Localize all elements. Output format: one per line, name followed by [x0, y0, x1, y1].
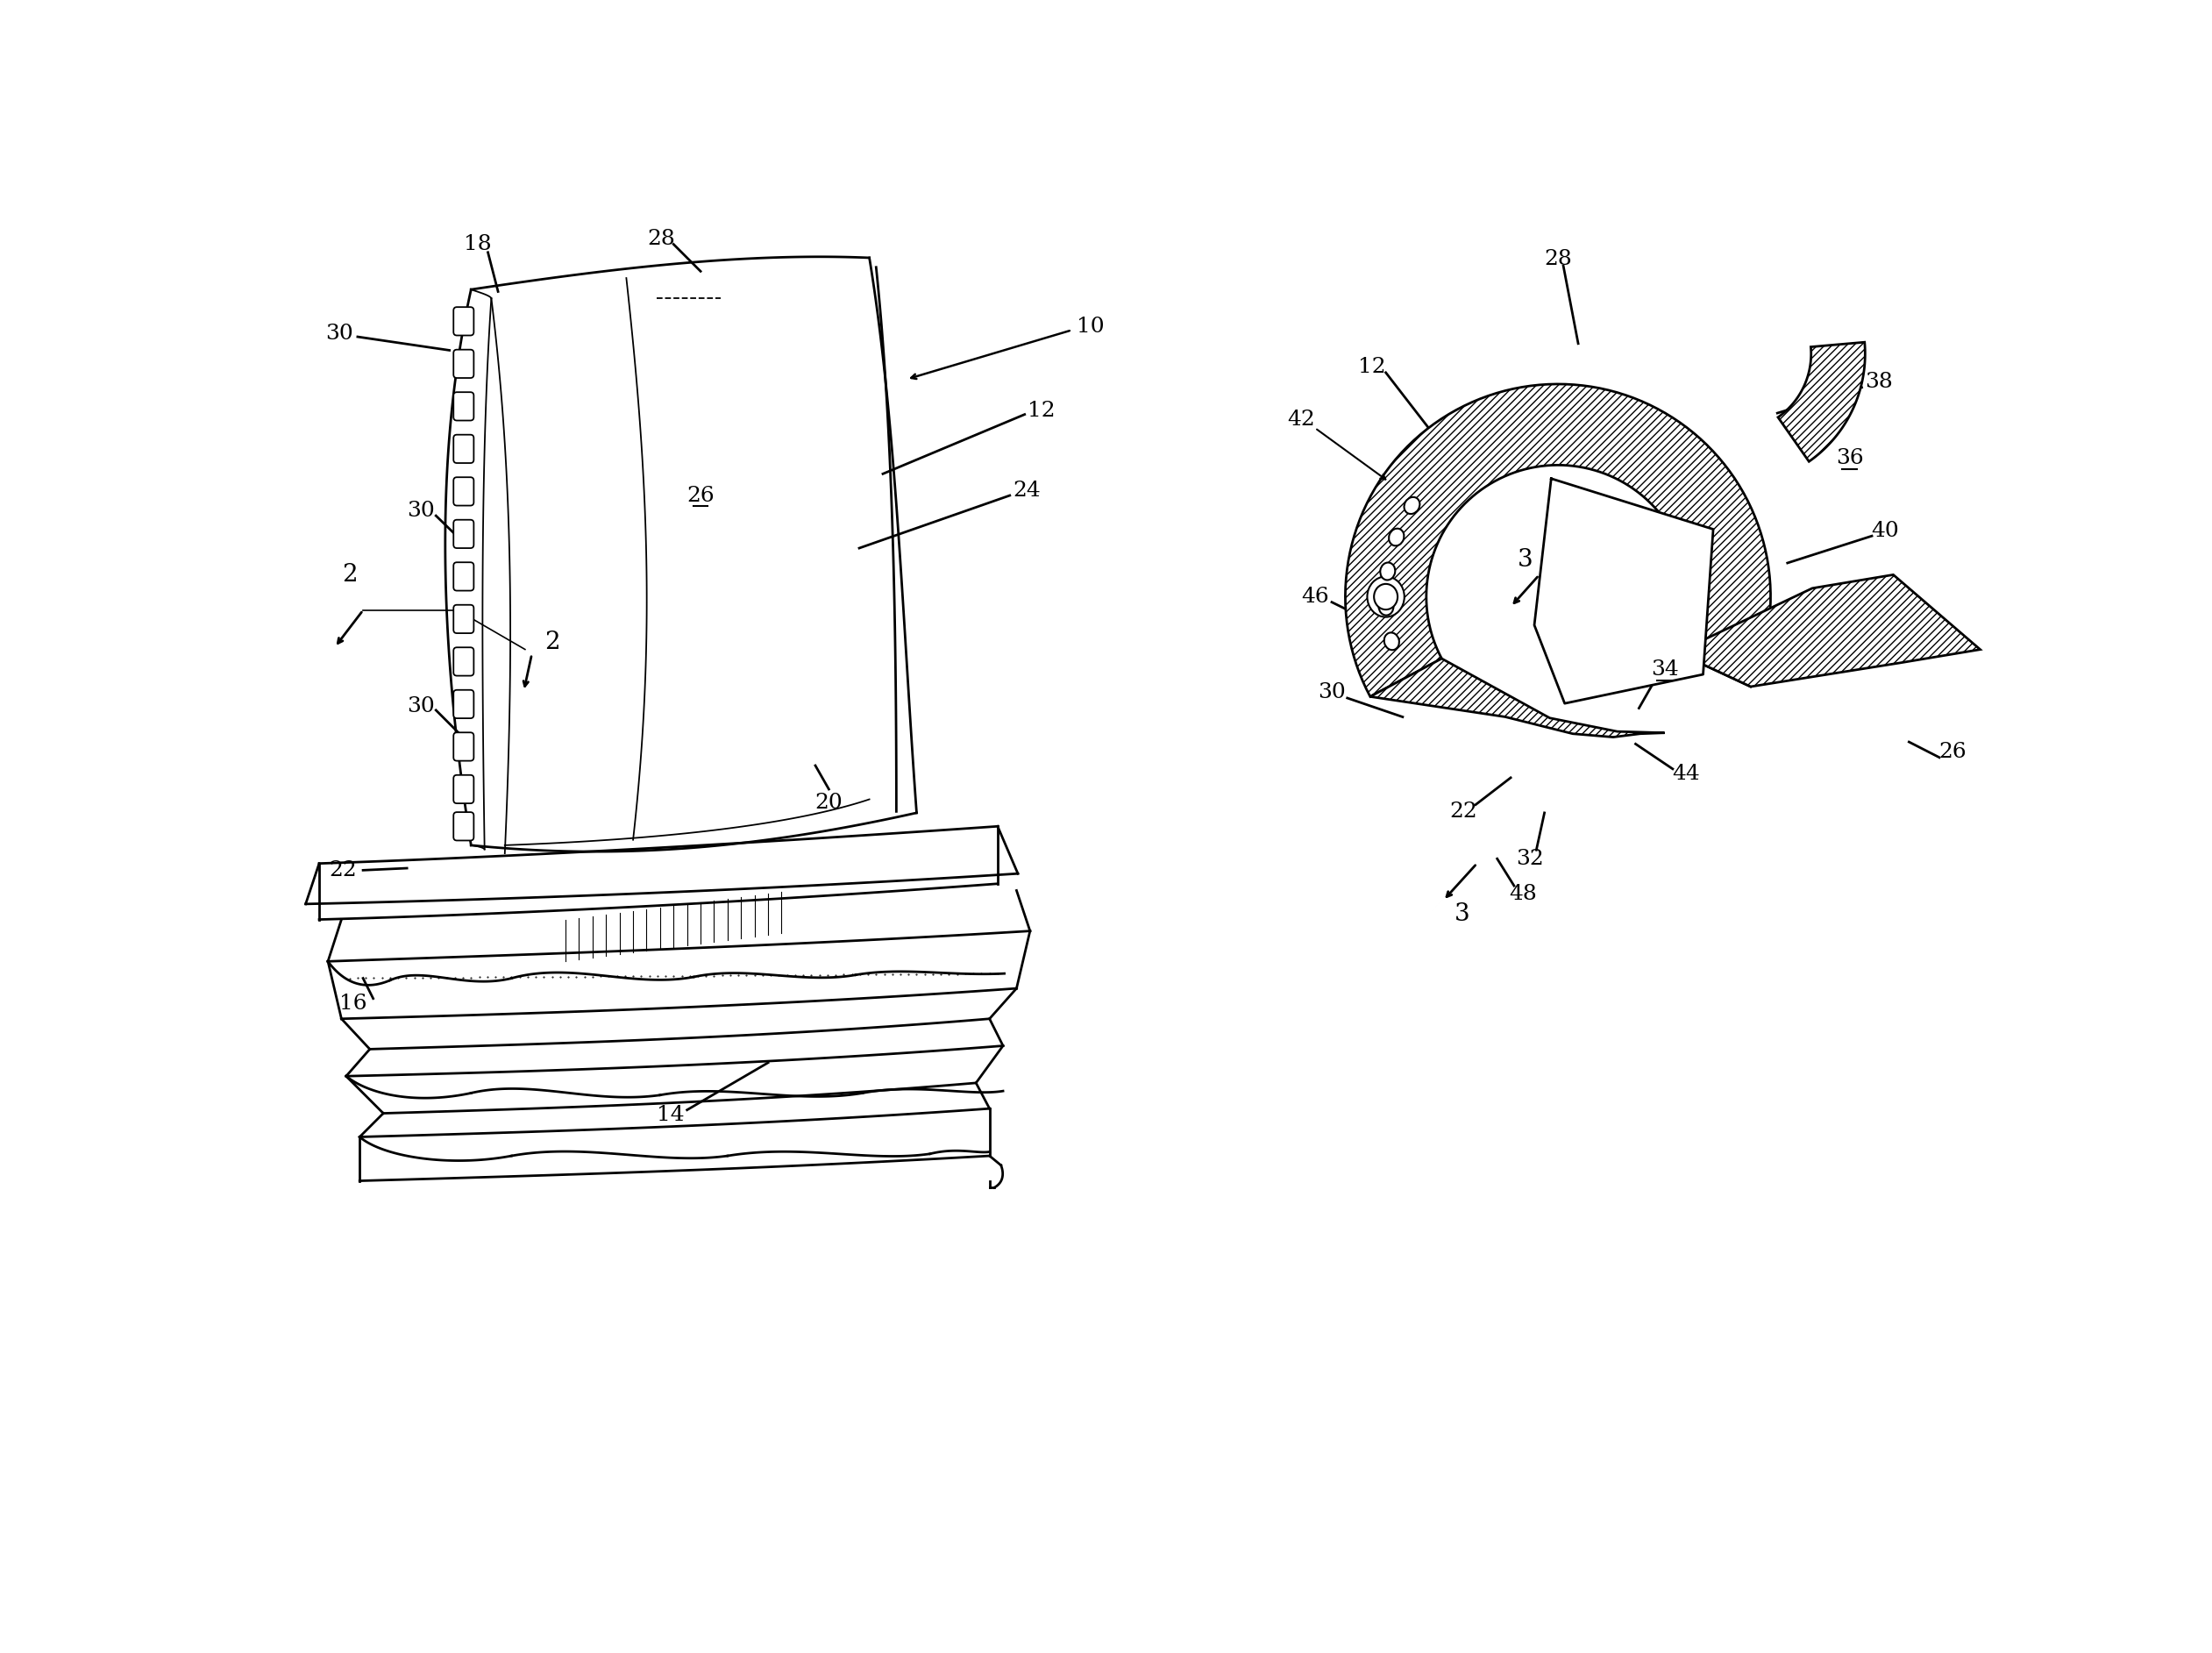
FancyBboxPatch shape — [453, 562, 473, 590]
FancyBboxPatch shape — [453, 775, 473, 803]
Text: 28: 28 — [648, 228, 675, 250]
Text: 2: 2 — [544, 631, 560, 655]
FancyBboxPatch shape — [453, 435, 473, 463]
Ellipse shape — [1389, 529, 1405, 545]
FancyBboxPatch shape — [453, 812, 473, 840]
Polygon shape — [1535, 479, 1714, 704]
Text: 12: 12 — [1358, 357, 1387, 377]
Text: 28: 28 — [1544, 250, 1573, 269]
Ellipse shape — [1380, 562, 1396, 580]
Text: 38: 38 — [1865, 372, 1893, 392]
FancyBboxPatch shape — [453, 648, 473, 676]
FancyBboxPatch shape — [453, 519, 473, 549]
Text: 20: 20 — [814, 792, 843, 813]
FancyBboxPatch shape — [453, 307, 473, 336]
Text: 34: 34 — [1650, 660, 1679, 679]
Ellipse shape — [1405, 498, 1420, 514]
Polygon shape — [1677, 575, 1980, 686]
Polygon shape — [1369, 658, 1663, 737]
Text: 32: 32 — [1515, 848, 1544, 869]
FancyBboxPatch shape — [453, 732, 473, 760]
Ellipse shape — [1385, 633, 1400, 650]
Text: 3: 3 — [1517, 547, 1533, 572]
Text: 30: 30 — [407, 696, 434, 716]
FancyBboxPatch shape — [453, 478, 473, 506]
Text: 22: 22 — [1449, 802, 1478, 822]
Text: 2: 2 — [343, 564, 358, 587]
Text: 40: 40 — [1871, 521, 1900, 541]
FancyBboxPatch shape — [453, 605, 473, 633]
Text: 30: 30 — [325, 324, 354, 344]
Text: 18: 18 — [465, 235, 491, 255]
Text: 3: 3 — [1453, 903, 1469, 926]
Text: 24: 24 — [1013, 481, 1040, 501]
Text: 46: 46 — [1301, 587, 1329, 607]
Ellipse shape — [1374, 584, 1398, 610]
Text: 42: 42 — [1287, 410, 1316, 430]
Text: 26: 26 — [1940, 742, 1966, 762]
Text: 22: 22 — [330, 860, 356, 881]
Text: 30: 30 — [1318, 683, 1345, 703]
Text: 26: 26 — [686, 486, 714, 506]
FancyBboxPatch shape — [453, 689, 473, 719]
Text: 30: 30 — [407, 501, 434, 521]
Text: 36: 36 — [1836, 448, 1863, 468]
Text: 12: 12 — [1029, 402, 1055, 422]
Text: 16: 16 — [338, 993, 367, 1013]
Ellipse shape — [1378, 598, 1394, 615]
Ellipse shape — [1367, 577, 1405, 617]
Text: 44: 44 — [1672, 764, 1701, 784]
Text: 10: 10 — [1077, 317, 1104, 337]
FancyBboxPatch shape — [453, 392, 473, 420]
Polygon shape — [1345, 383, 1770, 696]
Text: 14: 14 — [657, 1106, 684, 1126]
Text: 48: 48 — [1509, 884, 1537, 904]
FancyBboxPatch shape — [453, 350, 473, 379]
Polygon shape — [1778, 342, 1865, 461]
